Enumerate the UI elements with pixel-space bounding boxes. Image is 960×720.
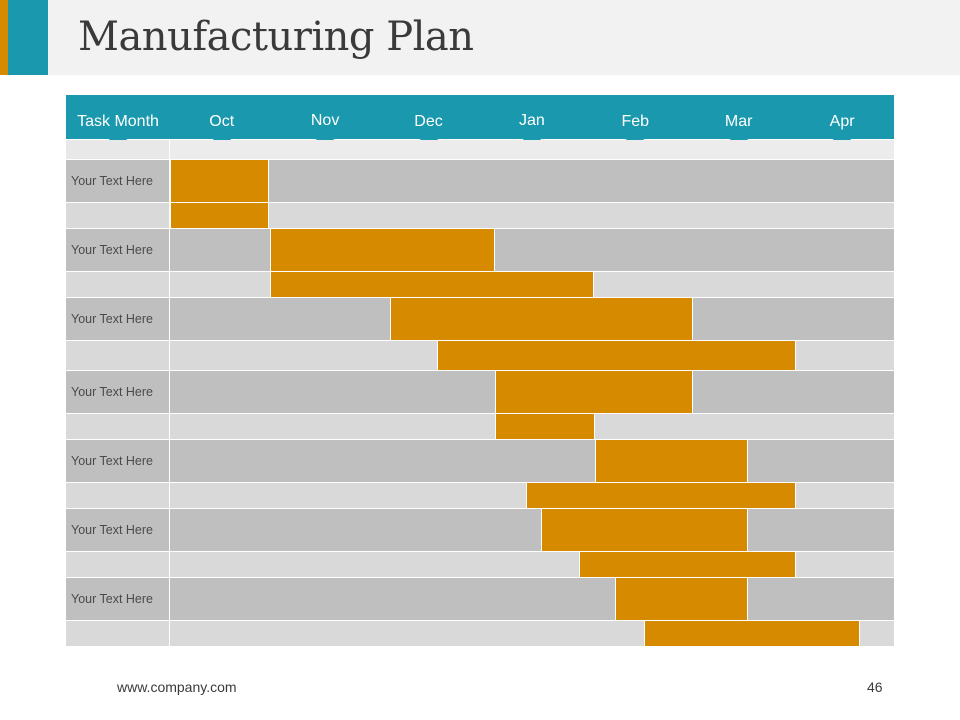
task-label: Your Text Here	[71, 591, 153, 606]
month-label-mar: Mar	[724, 113, 753, 130]
timeline-header	[66, 95, 894, 139]
gantt-bar-task-5-secondary	[525, 483, 796, 508]
row-label-cell	[66, 272, 169, 297]
row-label-cell	[66, 341, 169, 370]
gantt-bar-task-1-secondary	[170, 203, 270, 228]
task-label: Your Text Here	[71, 453, 153, 468]
row-label-cell	[66, 160, 169, 202]
row-track-cell	[170, 440, 894, 482]
gantt-bar-task-3-secondary	[436, 341, 796, 370]
gantt-bar-task-4-primary	[494, 371, 694, 413]
task-label: Your Text Here	[71, 522, 153, 537]
gantt-bar-task-3-primary	[390, 298, 694, 340]
month-label-apr: Apr	[829, 113, 855, 130]
row-label-cell	[66, 552, 169, 577]
row-label-cell	[66, 509, 169, 551]
row-label-cell	[66, 203, 169, 228]
task-label: Your Text Here	[71, 384, 153, 399]
row-track-cell	[170, 578, 894, 620]
row-label-cell	[66, 578, 169, 620]
row-label-cell	[66, 229, 169, 271]
slide-title: Manufacturing Plan	[78, 14, 474, 60]
gantt-bar-task-2-primary	[270, 229, 495, 271]
row-label-cell	[66, 414, 169, 439]
task-label: Your Text Here	[71, 242, 153, 257]
header-spacer-track	[170, 140, 894, 159]
task-label: Your Text Here	[71, 173, 153, 188]
header-task-month: Task Month	[77, 113, 159, 130]
row-label-cell	[66, 371, 169, 413]
page-number: 46	[867, 679, 883, 695]
month-label-dec: Dec	[414, 113, 443, 130]
month-label-oct: Oct	[209, 113, 235, 130]
row-label-cell	[66, 440, 169, 482]
month-label-feb: Feb	[621, 113, 650, 130]
title-bar	[0, 0, 960, 75]
row-label-cell	[66, 621, 169, 646]
row-label-cell	[66, 483, 169, 508]
title-accent-orange	[0, 0, 8, 75]
gantt-bar-task-2-secondary	[270, 272, 595, 297]
gantt-bar-task-6-secondary	[578, 552, 796, 577]
header-spacer-label	[66, 140, 169, 159]
row-label-cell	[66, 298, 169, 340]
task-label: Your Text Here	[71, 311, 153, 326]
gantt-bar-task-4-secondary	[494, 414, 596, 439]
gantt-bar-task-7-secondary	[643, 621, 860, 646]
gantt-bar-task-1-primary	[170, 160, 270, 202]
month-label-nov: Nov	[310, 112, 340, 129]
gantt-bar-task-7-primary	[614, 578, 749, 620]
gantt-bar-task-6-primary	[541, 509, 749, 551]
gantt-bar-task-5-primary	[595, 440, 749, 482]
row-track-cell	[170, 203, 894, 228]
row-track-cell	[170, 160, 894, 202]
month-label-jan: Jan	[518, 112, 545, 129]
title-accent-teal	[8, 0, 48, 75]
row-track-cell	[170, 509, 894, 551]
footer-url: www.company.com	[117, 679, 237, 695]
